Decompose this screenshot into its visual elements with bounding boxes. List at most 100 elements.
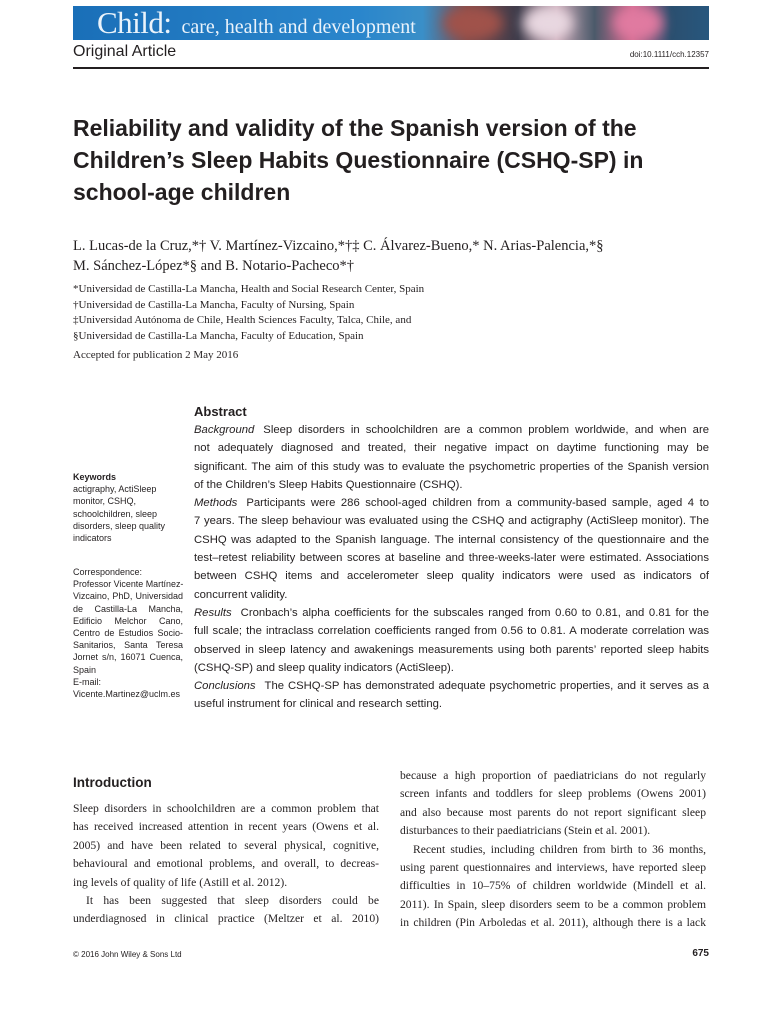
abstract-text: concurrent validity.	[194, 588, 288, 601]
abstract-text: Cronbach’s alpha coefficients for the su…	[240, 606, 709, 619]
abstract-line: Conclusions The CSHQ-SP has demonstrated …	[194, 677, 709, 695]
keywords-heading: Keywords	[73, 472, 117, 482]
abstract-line: Background Sleep disorders in schoolchild…	[194, 421, 709, 439]
keyword-line: actigraphy, ActiSleep	[73, 484, 157, 495]
body-line: 2005) and have been related to several p…	[73, 838, 379, 852]
intro-right-text: because a high proportion of paediatrici…	[400, 767, 706, 933]
keywords: Keywords actigraphy, ActiSleep monitor, …	[73, 471, 185, 544]
body-line: Recent studies, including children from …	[413, 842, 706, 856]
abstract-line: of the Children’s Sleep Habits Questionn…	[194, 476, 709, 494]
abstract-section-label: Background	[194, 424, 255, 436]
body-line: underdiagnosed in clinical practice (Mel…	[73, 912, 379, 926]
affiliation: §Universidad de Castilla-La Mancha, Facu…	[73, 329, 364, 342]
abstract-section-label: Conclusions	[194, 680, 256, 693]
correspondence-line: Sanitarios, Santa Teresa	[73, 640, 183, 651]
abstract-section-label: Results	[194, 606, 232, 619]
abstract-line: not adequately diagnosed and treated, th…	[194, 439, 709, 457]
affiliation: *Universidad de Castilla-La Mancha, Heal…	[73, 283, 425, 295]
keyword-line: indicators	[73, 532, 112, 543]
body-line: It has been suggested that sleep disorde…	[86, 893, 379, 907]
correspondence-line: Spain	[73, 664, 97, 675]
abstract-line: 7 years. The sleep behaviour was evaluat…	[194, 512, 709, 530]
body-line: has received increased attention in rece…	[73, 820, 379, 834]
banner-photo-blur	[443, 6, 503, 40]
body-line: ing levels of quality of life (Astill et…	[73, 875, 288, 889]
body-line: difficulties in 10–75% of children world…	[400, 879, 706, 893]
body-line: 2011). In Spain, sleep disorders seem to…	[400, 897, 706, 911]
keyword-line: monitor, CSHQ,	[73, 496, 137, 507]
title-line: Reliability and validity of the Spanish …	[73, 115, 637, 141]
body-line: and also because most parents do not rep…	[400, 805, 706, 819]
article-type: Original Article	[73, 43, 177, 60]
correspondence: Correspondence: Professor Vicente Martín…	[73, 566, 183, 700]
abstract-text: between CSHQ items and accelerometer sle…	[194, 570, 709, 583]
abstract-text: The CSHQ-SP has demonstrated adequate ps…	[264, 680, 709, 693]
title-line: Children’s Sleep Habits Questionnaire (C…	[73, 147, 644, 173]
abstract-heading: Abstract	[194, 404, 247, 419]
abstract-text: CSHQ was adapted to the Spanish language…	[194, 533, 709, 546]
correspondence-line: de Castilla-La Mancha,	[73, 603, 183, 614]
abstract-text: Participants were 286 school-aged childr…	[246, 497, 709, 510]
intro-right-column: because a high proportion of paediatrici…	[400, 767, 706, 933]
abstract-text: test–retest reliability between scores a…	[194, 552, 709, 565]
banner-photo-blur	[613, 6, 663, 40]
accepted-date: Accepted for publication 2 May 2016	[73, 349, 239, 361]
journal-brand: Child: care, health and development	[97, 6, 416, 40]
abstract-line: between CSHQ items and accelerometer sle…	[194, 567, 709, 585]
correspondence-line: Vizcaino, PhD, Universidad	[73, 591, 183, 602]
body-line: screen infants and toddlers for sleep pr…	[400, 787, 706, 801]
page-number: 675	[692, 948, 709, 959]
body-line: using parent questionnaires and intervie…	[400, 860, 706, 874]
abstract-text: 7 years. The sleep behaviour was evaluat…	[194, 515, 709, 528]
correspondence-heading: Correspondence:	[73, 567, 143, 577]
affiliation: †Universidad de Castilla-La Mancha, Facu…	[73, 298, 355, 311]
abstract-line: observed in sleep latency and awakenings…	[194, 641, 709, 659]
correspondence-line: Centro de Estudios Socio-	[73, 627, 183, 638]
correspondence-email[interactable]: Vicente.Martinez@uclm.es	[73, 688, 181, 699]
banner-photo-blur	[523, 6, 573, 40]
abstract-text: significant. The aim of this study was t…	[194, 460, 709, 473]
intro-left-text: Sleep disorders in schoolchildren are a …	[73, 800, 379, 929]
abstract: Abstract Background Sleep disorders in sc…	[194, 403, 709, 714]
author-line: M. Sánchez-López*§ and B. Notario-Pachec…	[73, 258, 355, 274]
correspondence-line: E-mail:	[73, 676, 102, 687]
doi[interactable]: doi:10.1111/cch.12357	[629, 50, 709, 59]
body-line: because a high proportion of paediatrici…	[400, 769, 706, 782]
abstract-line: CSHQ was adapted to the Spanish language…	[194, 531, 709, 549]
abstract-line: useful instrument for clinical and resea…	[194, 695, 709, 713]
abstract-line: Results Cronbach’s alpha coefficients for…	[194, 604, 709, 622]
abstract-text: Sleep disorders in schoolchildren are a …	[263, 424, 709, 436]
abstract-line: full scale; the intraclass correlation c…	[194, 622, 709, 640]
affiliation: ‡Universidad Autónoma de Chile, Health S…	[73, 314, 412, 327]
abstract-line: (CSHQ-SP) and sleep quality indicators (…	[194, 659, 709, 677]
body-line: behavioural and emotional problems, and …	[73, 857, 379, 871]
journal-subtitle: care, health and development	[181, 16, 416, 38]
authors: L. Lucas-de la Cruz,*† V. Martínez-Vizca…	[73, 236, 709, 276]
introduction-heading: Introduction	[73, 775, 152, 790]
abstract-line: Methods Participants were 286 school-aged…	[194, 494, 709, 512]
copyright: © 2016 John Wiley & Sons Ltd	[73, 950, 182, 959]
journal-name: Child:	[97, 6, 172, 40]
article-title: Reliability and validity of the Spanish …	[73, 112, 709, 208]
intro-left-column: Introduction Sleep disorders in schoolch…	[73, 774, 379, 929]
correspondence-line: Professor Vicente Martínez-	[73, 579, 184, 590]
abstract-line: significant. The aim of this study was t…	[194, 458, 709, 476]
journal-banner: Child: care, health and development	[73, 6, 709, 40]
correspondence-line: Edificio Melchor Cano,	[73, 615, 183, 626]
keyword-line: disorders, sleep quality	[73, 520, 166, 531]
abstract-text: observed in sleep latency and awakenings…	[194, 643, 709, 656]
abstract-text: useful instrument for clinical and resea…	[194, 698, 443, 711]
abstract-text: full scale; the intraclass correlation c…	[194, 625, 709, 638]
affiliations: *Universidad de Castilla-La Mancha, Heal…	[73, 282, 573, 344]
title-line: school-age children	[73, 179, 291, 205]
author-line: L. Lucas-de la Cruz,*† V. Martínez-Vizca…	[73, 238, 604, 254]
abstract-text: not adequately diagnosed and treated, th…	[194, 442, 709, 455]
abstract-line: concurrent validity.	[194, 586, 709, 604]
abstract-line: test–retest reliability between scores a…	[194, 549, 709, 567]
header-rule	[73, 67, 709, 69]
correspondence-line: Jornet s/n, 16071 Cuenca,	[73, 652, 183, 663]
body-line: disturbances to their paediatricians (St…	[400, 824, 651, 838]
body-line: Sleep disorders in schoolchildren are a …	[73, 802, 379, 815]
keyword-line: schoolchildren, sleep	[73, 508, 158, 519]
abstract-text: (CSHQ-SP) and sleep quality indicators (…	[194, 661, 454, 674]
